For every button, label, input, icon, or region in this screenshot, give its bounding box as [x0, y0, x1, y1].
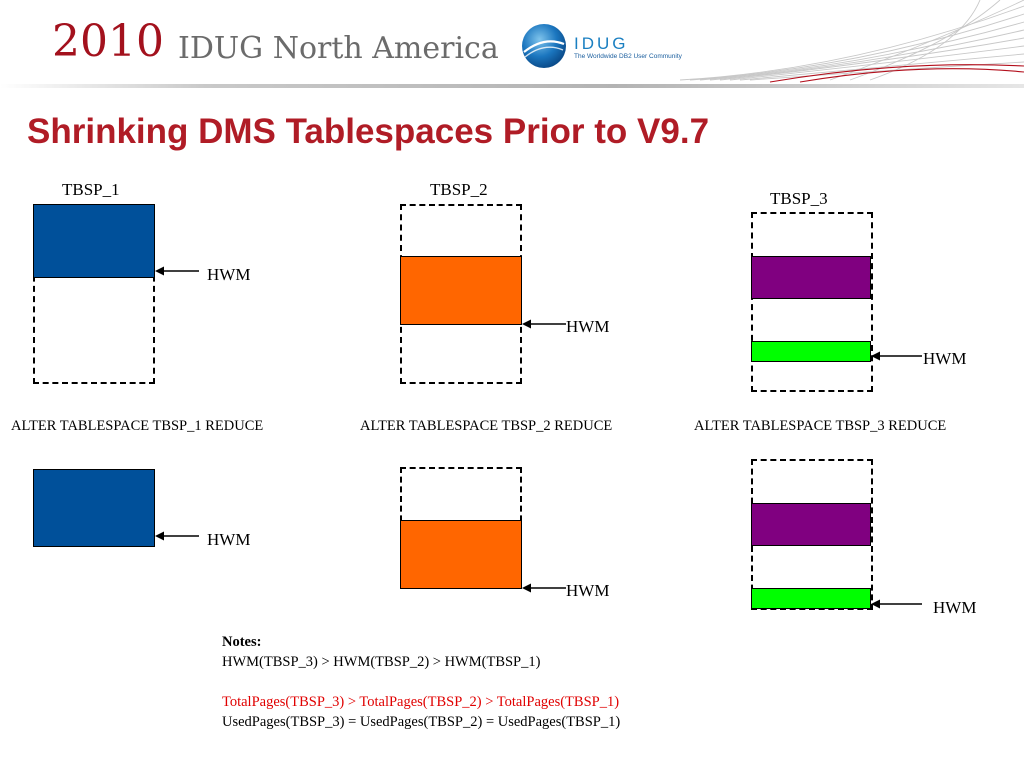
notes-block: Notes: HWM(TBSP_3) > HWM(TBSP_2) > HWM(T…	[222, 632, 620, 732]
tbsp1-used-extent	[33, 204, 155, 278]
tbsp1-after-used-extent	[33, 469, 155, 547]
idug-globe-icon	[522, 24, 566, 68]
header-swoosh-decoration	[680, 0, 1024, 83]
tbsp3-used-extent	[751, 256, 871, 299]
notes-hwm-line: HWM(TBSP_3) > HWM(TBSP_2) > HWM(TBSP_1)	[222, 654, 541, 670]
tbsp3-after-used-extent	[751, 503, 871, 546]
tbsp1-after-hwm-arrow-icon	[155, 531, 199, 541]
notes-heading: Notes:	[222, 634, 262, 650]
tbsp2-reduce-command: ALTER TABLESPACE TBSP_2 REDUCE	[360, 418, 613, 434]
header-year: 2010	[52, 16, 164, 67]
tbsp2-used-extent	[400, 256, 522, 325]
tbsp2-after-used-extent	[400, 520, 522, 589]
tbsp1-label: TBSP_1	[62, 180, 120, 199]
tbsp2-hwm-label: HWM	[566, 317, 610, 336]
tbsp2-hwm-arrow-icon	[522, 319, 566, 329]
notes-spacer	[222, 672, 620, 692]
tbsp3-after-hwm-label: HWM	[933, 598, 977, 617]
tbsp3-reduce-command: ALTER TABLESPACE TBSP_3 REDUCE	[694, 418, 947, 434]
tbsp2-after-hwm-arrow-icon	[522, 583, 566, 593]
tbsp2-after-hwm-label: HWM	[566, 581, 610, 600]
slide-title: Shrinking DMS Tablespaces Prior to V9.7	[27, 112, 710, 151]
tbsp1-hwm-arrow-icon	[155, 266, 199, 276]
tbsp3-container	[751, 212, 873, 392]
header-conference: IDUG North America	[178, 31, 499, 66]
logo-name: IDUG	[574, 34, 629, 53]
tbsp1-reduce-command: ALTER TABLESPACE TBSP_1 REDUCE	[11, 418, 264, 434]
tbsp3-hwm-arrow-icon	[871, 351, 922, 361]
header-divider	[0, 84, 1024, 88]
tbsp3-after-hwm-arrow-icon	[871, 599, 922, 609]
tbsp2-label: TBSP_2	[430, 180, 488, 199]
tbsp3-used-extent-2	[751, 341, 871, 362]
tbsp1-hwm-label: HWM	[207, 265, 251, 284]
tbsp3-hwm-label: HWM	[923, 349, 967, 368]
notes-usedpages-line: UsedPages(TBSP_3) = UsedPages(TBSP_2) = …	[222, 714, 621, 730]
tbsp1-after-hwm-label: HWM	[207, 530, 251, 549]
notes-totalpages-line: TotalPages(TBSP_3) > TotalPages(TBSP_2) …	[222, 694, 620, 710]
tbsp3-label: TBSP_3	[770, 189, 828, 208]
tbsp3-after-used-extent-2	[751, 588, 871, 609]
logo-tagline: The Worldwide DB2 User Community	[574, 53, 682, 60]
